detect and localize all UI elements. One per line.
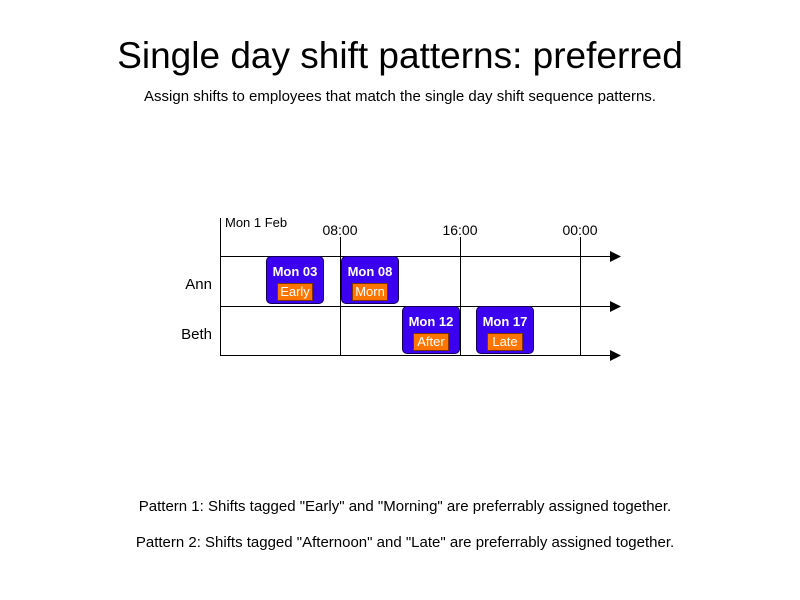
shift-tag: After <box>413 333 449 351</box>
shift-card[interactable]: Mon 08 Morn <box>341 256 399 304</box>
time-label-00: 00:00 <box>562 222 598 238</box>
employee-label-ann: Ann <box>185 276 212 293</box>
shift-name: Mon 17 <box>482 314 528 329</box>
shift-tag: Morn <box>352 283 388 301</box>
row-arrow-top <box>610 251 621 262</box>
shift-tag: Early <box>277 283 313 301</box>
page-title: Single day shift patterns: preferred <box>117 35 683 76</box>
timeline-date: Mon 1 Feb <box>225 215 288 230</box>
shift-tag: Late <box>487 333 523 351</box>
shift-name: Mon 12 <box>408 314 454 329</box>
page-subtitle: Assign shifts to employees that match th… <box>144 88 656 105</box>
shift-card[interactable]: Mon 17 Late <box>476 306 534 354</box>
time-label-08: 08:00 <box>322 222 358 238</box>
pattern-note-2: Pattern 2: Shifts tagged "Afternoon" and… <box>135 534 675 551</box>
pattern-note-1: Pattern 1: Shifts tagged "Early" and "Mo… <box>138 498 672 515</box>
time-label-16: 16:00 <box>442 222 478 238</box>
shift-card[interactable]: Mon 03 Early <box>266 256 324 304</box>
employee-label-beth: Beth <box>181 326 212 343</box>
shift-name: Mon 03 <box>272 264 318 279</box>
row-arrow-mid <box>610 301 621 312</box>
shift-name: Mon 08 <box>347 264 393 279</box>
row-arrow-bottom <box>610 350 621 361</box>
shift-card[interactable]: Mon 12 After <box>402 306 460 354</box>
